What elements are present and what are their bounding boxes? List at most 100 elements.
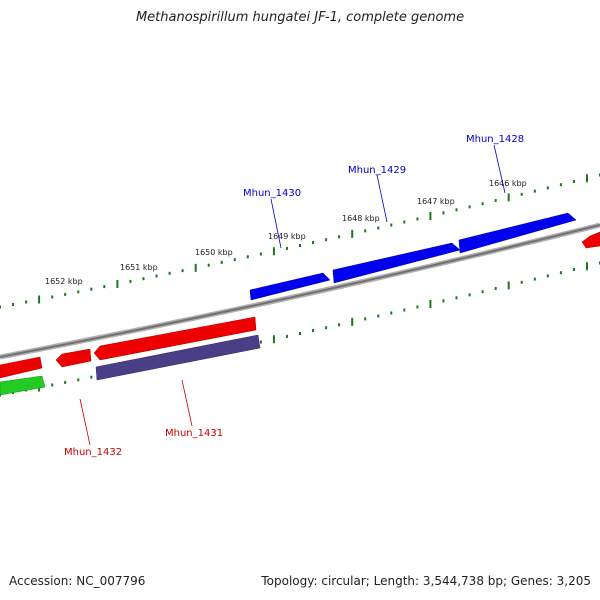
kbp-label: 1646 kbp xyxy=(489,179,527,188)
minor-tick xyxy=(312,241,314,245)
label-leader xyxy=(376,174,388,223)
minor-tick xyxy=(442,299,445,303)
minor-tick xyxy=(455,208,458,212)
minor-tick xyxy=(559,183,562,187)
minor-tick xyxy=(155,274,158,278)
major-tick xyxy=(272,247,275,256)
minor-tick xyxy=(546,274,549,278)
major-tick xyxy=(429,300,432,308)
minor-tick xyxy=(364,229,367,233)
gene-rna-green[interactable] xyxy=(0,375,46,396)
minor-tick xyxy=(377,314,380,318)
minor-tick xyxy=(533,189,536,193)
minor-tick xyxy=(64,292,67,296)
map-title: Methanospirillum hungatei JF-1, complete… xyxy=(135,10,465,25)
kbp-label: 1649 kbp xyxy=(268,232,306,241)
minor-tick xyxy=(168,271,171,275)
major-tick xyxy=(38,295,41,304)
accession-text: Accession: NC_007796 xyxy=(9,574,146,588)
major-tick xyxy=(507,281,510,290)
minor-tick xyxy=(12,303,14,306)
minor-tick xyxy=(533,277,536,281)
minor-tick xyxy=(90,287,93,291)
minor-tick xyxy=(286,334,288,338)
outer-tick-track xyxy=(0,173,600,309)
minor-tick xyxy=(442,211,445,215)
minor-tick xyxy=(494,199,497,202)
minor-tick xyxy=(338,235,341,239)
minor-tick xyxy=(416,217,419,221)
minor-tick xyxy=(312,329,314,333)
minor-tick xyxy=(77,378,80,382)
label-leader xyxy=(270,198,282,249)
gene-labels-forward: Mhun_1430 Mhun_1429 Mhun_1428 xyxy=(243,134,524,249)
gene-label-mhun-1429[interactable]: Mhun_1429 xyxy=(348,165,406,176)
kbp-label: 1648 kbp xyxy=(342,214,380,223)
gene-label-mhun-1428[interactable]: Mhun_1428 xyxy=(466,134,524,145)
minor-tick xyxy=(455,296,458,300)
gene-offscreen-right[interactable] xyxy=(581,231,600,249)
kbp-label: 1650 kbp xyxy=(195,248,233,257)
minor-tick xyxy=(259,252,262,256)
gene-mhun-1428[interactable] xyxy=(458,212,577,254)
kbp-label: 1647 kbp xyxy=(417,197,455,206)
major-tick xyxy=(116,280,119,288)
minor-tick xyxy=(481,202,484,206)
minor-tick xyxy=(299,244,301,247)
genome-backbone-core xyxy=(0,224,600,358)
major-tick xyxy=(351,317,354,326)
minor-tick xyxy=(416,305,419,309)
minor-tick xyxy=(103,285,106,289)
gene-labels-reverse: Mhun_1432 Mhun_1431 xyxy=(64,379,223,458)
minor-tick xyxy=(259,340,262,344)
minor-tick xyxy=(390,223,393,227)
gene-mhun-1430[interactable] xyxy=(249,272,331,301)
genome-summary-text: Topology: circular; Length: 3,544,738 bp… xyxy=(261,574,591,588)
minor-tick xyxy=(325,238,328,242)
kbp-label: 1652 kbp xyxy=(45,277,83,286)
label-leader xyxy=(181,379,193,427)
minor-tick xyxy=(468,293,471,297)
minor-tick xyxy=(572,180,575,183)
minor-tick xyxy=(325,326,328,330)
gene-label-mhun-1430[interactable]: Mhun_1430 xyxy=(243,188,301,199)
minor-tick xyxy=(129,279,132,283)
minor-tick xyxy=(481,290,484,294)
label-leader xyxy=(493,144,506,194)
gene-offscreen-left[interactable] xyxy=(0,356,43,379)
minor-tick xyxy=(494,287,497,290)
minor-tick xyxy=(468,205,471,209)
major-tick xyxy=(272,335,275,344)
minor-tick xyxy=(520,280,523,284)
minor-tick xyxy=(51,295,54,299)
minor-tick xyxy=(246,255,249,259)
minor-tick xyxy=(559,271,562,275)
major-tick xyxy=(586,174,588,183)
label-leader xyxy=(79,398,91,446)
minor-tick xyxy=(403,308,406,312)
gene-label-mhun-1431[interactable]: Mhun_1431 xyxy=(165,428,223,439)
major-tick xyxy=(429,212,432,220)
minor-tick xyxy=(377,226,380,230)
kbp-labels: 1652 kbp 1651 kbp 1650 kbp 1649 kbp 1648… xyxy=(45,179,527,286)
major-tick xyxy=(194,263,197,272)
minor-tick xyxy=(90,375,93,379)
minor-tick xyxy=(0,305,1,309)
gene-mhun-1431-red[interactable] xyxy=(93,316,257,361)
minor-tick xyxy=(51,383,54,387)
minor-tick xyxy=(299,332,301,335)
gene-mhun-1432[interactable] xyxy=(55,348,92,368)
reverse-genes xyxy=(0,316,257,379)
minor-tick xyxy=(64,380,67,384)
gene-label-mhun-1432[interactable]: Mhun_1432 xyxy=(64,447,122,458)
minor-tick xyxy=(77,290,80,294)
minor-tick xyxy=(207,263,210,267)
minor-tick xyxy=(286,246,288,250)
minor-tick xyxy=(403,220,406,224)
minor-tick xyxy=(181,269,184,273)
minor-tick xyxy=(520,192,523,196)
minor-tick xyxy=(338,323,341,327)
minor-tick xyxy=(572,268,575,271)
gene-mhun-1431[interactable] xyxy=(95,334,261,381)
